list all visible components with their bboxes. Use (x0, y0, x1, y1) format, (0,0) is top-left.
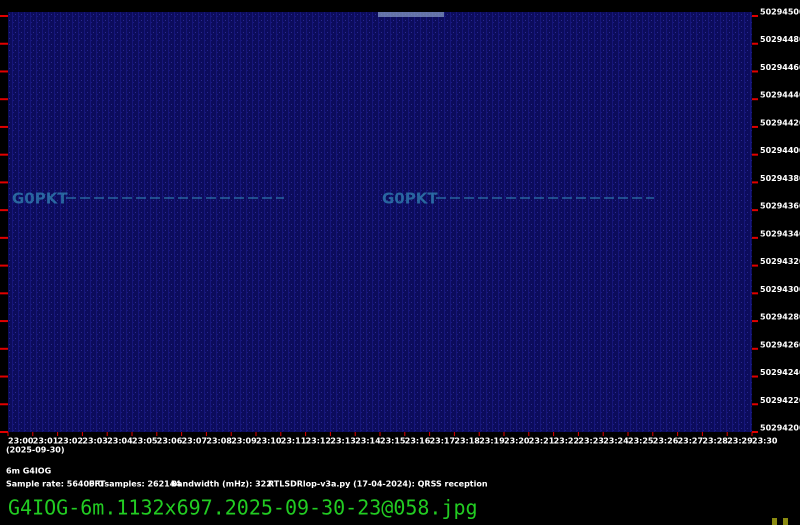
y-tick-label: 50294400 (760, 146, 800, 155)
y-tick-label: 50294460 (760, 63, 800, 72)
y-tick-label: 50294420 (760, 118, 800, 127)
x-tick-label: 23:26 (653, 437, 679, 446)
x-tick-label: 23:27 (678, 437, 703, 446)
date-label: (2025-09-30) (6, 446, 64, 455)
sample-rate: Sample rate: 56400.0 (6, 480, 104, 489)
x-tick-label: 23:09 (231, 437, 257, 446)
x-tick-label: 23:14 (355, 437, 381, 446)
x-tick-label: 23:01 (33, 437, 59, 446)
y-tick-label: 50294260 (760, 340, 800, 349)
x-tick-label: 23:20 (504, 437, 530, 446)
x-tick-label: 23:00 (8, 437, 34, 446)
y-tick-label: 50294280 (760, 313, 800, 322)
x-tick-label: 23:21 (529, 437, 555, 446)
filename: G4IOG-6m.1132x697.2025-09-30-23@058.jpg (8, 496, 478, 520)
x-tick-label: 23:02 (58, 437, 83, 446)
y-tick-label: 50294340 (760, 229, 800, 238)
waterfall-area (8, 12, 752, 432)
x-tick-label: 23:17 (430, 437, 455, 446)
y-tick-label: 50294500 (760, 8, 800, 17)
x-tick-label: 23:03 (82, 437, 107, 446)
corner-mark (783, 518, 788, 525)
x-tick-label: 23:04 (107, 437, 133, 446)
x-tick-label: 23:23 (578, 437, 603, 446)
y-tick-label: 50294240 (760, 368, 800, 377)
x-tick-label: 23:28 (702, 437, 728, 446)
x-tick-label: 23:12 (306, 437, 331, 446)
x-tick-label: 23:11 (281, 437, 307, 446)
x-tick-label: 23:30 (752, 437, 778, 446)
corner-mark (772, 518, 777, 525)
signal-blob (378, 12, 444, 17)
x-tick-label: 23:08 (206, 437, 232, 446)
x-tick-label: 23:18 (454, 437, 480, 446)
x-tick-label: 23:29 (727, 437, 753, 446)
y-tick-label: 50294360 (760, 202, 800, 211)
fft-samples: FFTsamples: 262144 (89, 480, 181, 489)
station-label: 6m G4IOG (6, 467, 51, 476)
x-tick-label: 23:06 (157, 437, 183, 446)
y-tick-label: 50294200 (760, 424, 800, 433)
x-tick-label: 23:13 (330, 437, 355, 446)
software: RTLSDRlop-v3a.py (17-04-2024): QRSS rece… (268, 480, 488, 489)
x-tick-label: 23:25 (628, 437, 654, 446)
x-tick-label: 23:16 (405, 437, 431, 446)
x-tick-label: 23:24 (603, 437, 629, 446)
x-tick-label: 23:05 (132, 437, 158, 446)
y-tick-label: 50294380 (760, 174, 800, 183)
x-tick-label: 23:15 (380, 437, 406, 446)
x-tick-label: 23:10 (256, 437, 282, 446)
y-tick-label: 50294300 (760, 285, 800, 294)
y-tick-label: 50294480 (760, 35, 800, 44)
signal-annotation: G0PKT (12, 190, 68, 208)
y-tick-label: 50294440 (760, 91, 800, 100)
y-tick-label: 50294320 (760, 257, 800, 266)
bandwidth: Bandwidth (mHz): 322 (171, 480, 272, 489)
signal-annotation: G0PKT (382, 190, 438, 208)
x-tick-label: 23:07 (182, 437, 207, 446)
y-tick-label: 50294220 (760, 396, 800, 405)
x-tick-label: 23:19 (479, 437, 505, 446)
x-tick-label: 23:22 (554, 437, 579, 446)
